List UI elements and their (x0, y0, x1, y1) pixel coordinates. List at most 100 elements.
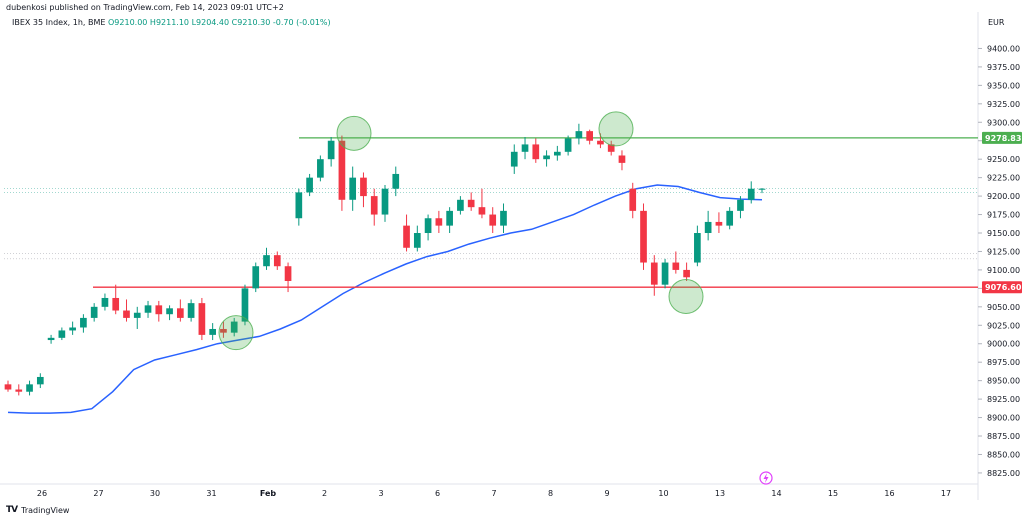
candle-body (144, 305, 152, 313)
y-tick-label: 8950.00 (987, 377, 1020, 386)
symbol-legend: IBEX 35 Index, 1h, BME O9210.00 H9211.10… (12, 18, 331, 27)
candle-body (112, 297, 120, 311)
candle-body (198, 303, 206, 335)
x-tick-label: 3 (378, 489, 383, 498)
candle-body (36, 376, 44, 385)
candle-body (650, 262, 658, 285)
candle-body (758, 188, 766, 190)
candle-body (500, 210, 507, 226)
candle-body (554, 151, 561, 156)
candle-body (284, 266, 292, 281)
candle-body (101, 297, 109, 307)
x-tick-label: 9 (604, 489, 609, 498)
y-tick-label: 9325.00 (987, 100, 1020, 109)
x-tick-label: 27 (93, 489, 103, 498)
touch-point-circle (668, 278, 704, 314)
y-tick-label: 8925.00 (987, 395, 1020, 404)
candle-body (133, 312, 141, 318)
candle-body (15, 389, 23, 392)
x-tick-label: 8 (548, 489, 553, 498)
candle-body (166, 308, 173, 315)
candle-body (489, 214, 497, 226)
tradingview-logo-text: TradingView (21, 505, 70, 515)
touch-point-circle (336, 115, 372, 151)
candle-body (317, 159, 324, 178)
lightning-icon (763, 473, 769, 483)
candle-body (26, 384, 33, 392)
x-tick-label: 15 (828, 489, 838, 498)
candle-body (349, 177, 357, 200)
candle-body (532, 144, 540, 160)
y-tick-label: 9000.00 (987, 340, 1020, 349)
candle-body (543, 155, 550, 160)
candle-body (220, 328, 227, 333)
ohlc-values: O9210.00 H9211.10 L9204.40 C9210.30 -0.7… (108, 18, 331, 27)
y-tick-label: 8975.00 (987, 358, 1020, 367)
candle-body (370, 196, 378, 215)
candle-body (737, 199, 744, 211)
y-tick-label: 9175.00 (987, 211, 1020, 220)
candle-body (672, 262, 680, 270)
y-tick-label: 9400.00 (987, 44, 1020, 53)
y-tick-label: 8825.00 (987, 469, 1020, 478)
x-tick-label: 2 (322, 489, 327, 498)
y-tick-label: 9050.00 (987, 303, 1020, 312)
candle-body (586, 131, 593, 141)
candle-body (360, 177, 367, 197)
y-tick-label: 8900.00 (987, 414, 1020, 423)
y-tick-label: 9025.00 (987, 321, 1020, 330)
moving-average-line (7, 184, 763, 414)
y-tick-label: 9225.00 (987, 174, 1020, 183)
candle-body (403, 225, 410, 248)
candle-body (661, 262, 669, 285)
candle-body (295, 192, 303, 219)
x-tick-label: 14 (771, 489, 781, 498)
candle-body (607, 144, 615, 152)
candle-body (683, 269, 690, 278)
candle-body (446, 210, 453, 226)
candle-body (435, 218, 443, 226)
candle-body (381, 188, 389, 215)
x-tick-label: Feb (260, 489, 277, 498)
candle-body (413, 233, 421, 248)
candle-body (704, 221, 712, 234)
candle-body (726, 210, 734, 226)
symbol-name: IBEX 35 Index, 1h, BME (12, 18, 106, 27)
candle-body (47, 337, 55, 341)
candle-body (575, 131, 583, 139)
candle-body (478, 207, 486, 215)
tradingview-logo[interactable]: TV TradingView (6, 505, 69, 515)
currency-label: EUR (988, 18, 1005, 27)
support-price-badge-box (982, 281, 1022, 294)
candle-body (273, 255, 281, 267)
support-price-badge-label: 9076.60 (985, 283, 1022, 292)
x-tick-label: 16 (884, 489, 894, 498)
touch-point-circle (218, 315, 254, 351)
y-tick-label: 9300.00 (987, 118, 1020, 127)
candle-body (521, 144, 529, 152)
candle-body (80, 317, 87, 328)
y-tick-label: 9250.00 (987, 155, 1020, 164)
x-tick-label: 10 (658, 489, 668, 498)
candle-body (338, 140, 346, 200)
candle-body (155, 305, 163, 315)
x-tick-label: 13 (715, 489, 725, 498)
y-tick-label: 9150.00 (987, 229, 1020, 238)
candle-body (4, 384, 12, 390)
candle-body (747, 188, 755, 200)
x-tick-label: 17 (941, 489, 951, 498)
candle-body (694, 233, 701, 263)
x-tick-label: 6 (435, 489, 440, 498)
candle-body (467, 199, 475, 208)
resistance-price-badge-box (982, 131, 1022, 144)
candle-body (187, 303, 195, 318)
x-tick-label: 31 (206, 489, 216, 498)
candle-body (90, 306, 98, 318)
y-tick-label: 8875.00 (987, 432, 1020, 441)
candle-body (230, 321, 238, 333)
candle-body (306, 177, 313, 193)
candle-body (457, 199, 464, 211)
x-tick-label: 30 (150, 489, 160, 498)
